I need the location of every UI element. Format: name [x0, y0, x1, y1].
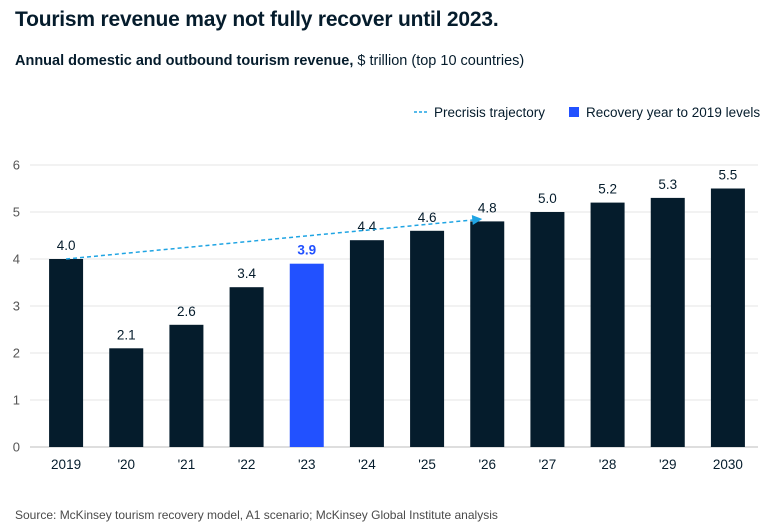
x-axis: 2019 '20 '21 '22 '23 '24 '25 '26 '27 '28 '29 2030 [51, 457, 743, 472]
y-tick-label: 5 [13, 205, 20, 220]
legend-label-trajectory: Precrisis trajectory [434, 105, 545, 120]
gridlines [30, 164, 758, 448]
value-label: 5.0 [538, 191, 557, 206]
y-tick-label: 2 [13, 346, 20, 361]
x-tick-label: '25 [418, 457, 436, 472]
bar [470, 221, 505, 447]
x-tick-label: '23 [298, 457, 316, 472]
bar-chart: 0 1 2 3 4 5 6 4.0 2.1 2.6 3.4 3.9 4.4 4.6 4.8 5.0 5.2 5.… [13, 105, 761, 472]
bar [169, 324, 204, 447]
y-tick-label: 4 [13, 252, 20, 267]
trajectory-line [66, 219, 475, 260]
y-tick-label: 0 [13, 440, 20, 455]
trajectory-arrowhead [471, 215, 483, 225]
bars [49, 188, 745, 447]
value-label: 5.2 [598, 182, 617, 197]
y-axis: 0 1 2 3 4 5 6 [13, 158, 20, 455]
x-tick-label: 2030 [713, 457, 743, 472]
bar [410, 230, 445, 447]
value-label: 5.3 [658, 177, 677, 192]
bar [289, 263, 324, 447]
value-label: 2.6 [177, 304, 196, 319]
value-label: 4.4 [358, 219, 377, 234]
y-tick-label: 6 [13, 158, 20, 173]
precrisis-trajectory [66, 215, 483, 260]
x-tick-label: '22 [238, 457, 256, 472]
chart-subtitle: Annual domestic and outbound tourism rev… [15, 53, 524, 69]
legend-label-recovery: Recovery year to 2019 levels [586, 105, 760, 120]
value-label: 3.9 [297, 243, 316, 258]
value-label: 4.6 [418, 210, 437, 225]
subtitle-units: $ trillion (top 10 countries) [353, 53, 525, 69]
y-tick-label: 3 [13, 299, 20, 314]
bar [590, 202, 625, 447]
legend-square-icon [569, 107, 579, 117]
x-tick-label: '24 [358, 457, 376, 472]
chart-title: Tourism revenue may not fully recover un… [15, 8, 499, 31]
x-tick-label: '28 [599, 457, 617, 472]
x-tick-label: 2019 [51, 457, 81, 472]
x-tick-label: '27 [539, 457, 557, 472]
bar [49, 259, 84, 447]
value-label: 4.8 [478, 200, 497, 215]
bar [710, 188, 745, 447]
bar [530, 212, 565, 447]
source-note: Source: McKinsey tourism recovery model,… [15, 508, 498, 522]
value-label: 3.4 [237, 266, 256, 281]
legend: Precrisis trajectory Recovery year to 201… [414, 105, 760, 120]
x-tick-label: '20 [117, 457, 135, 472]
subtitle-bold: Annual domestic and outbound tourism rev… [15, 53, 354, 69]
bar [229, 287, 264, 447]
y-tick-label: 1 [13, 393, 20, 408]
bar [349, 240, 384, 447]
value-label: 2.1 [117, 327, 136, 342]
bar [650, 197, 685, 447]
x-tick-label: '29 [659, 457, 677, 472]
value-labels: 4.0 2.1 2.6 3.4 3.9 4.4 4.6 4.8 5.0 5.2 5.3 5.5 [57, 168, 738, 343]
bar [109, 348, 144, 447]
x-tick-label: '21 [178, 457, 196, 472]
value-label: 5.5 [719, 168, 738, 183]
value-label: 4.0 [57, 238, 76, 253]
x-tick-label: '26 [478, 457, 496, 472]
